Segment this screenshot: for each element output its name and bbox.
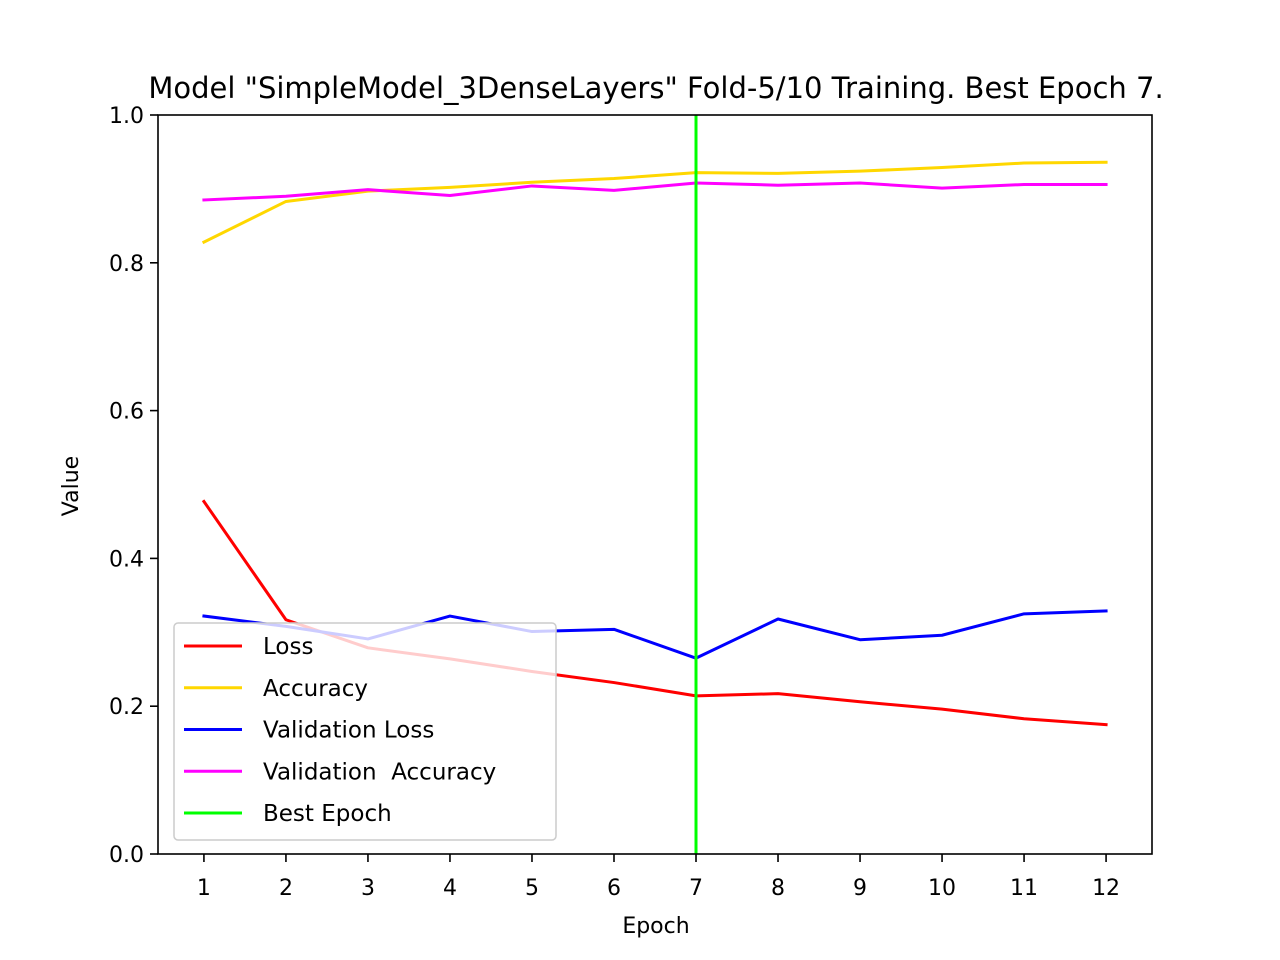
y-tick-label: 0.8 xyxy=(109,252,144,277)
x-tick-label: 4 xyxy=(443,876,457,901)
legend: Loss Accuracy Validation Loss Validation Ac… xyxy=(173,622,557,841)
y-tick-label: 0.6 xyxy=(109,400,144,425)
y-tick-label: 0.2 xyxy=(109,695,144,720)
y-tick-label: 0.0 xyxy=(109,843,144,868)
x-tick-label: 5 xyxy=(525,876,539,901)
x-tick-label: 8 xyxy=(771,876,785,901)
plot-frame xyxy=(157,114,1153,855)
y-axis: 0.0 0.2 0.4 0.6 0.8 1.0 xyxy=(109,104,158,868)
legend-label-2: Validation Loss xyxy=(263,718,434,744)
y-tick-label: 0.4 xyxy=(109,547,144,572)
legend-label-0: Loss xyxy=(263,634,313,660)
legend-label-1: Accuracy xyxy=(263,676,368,702)
x-tick-label: 9 xyxy=(853,876,867,901)
series-line-1 xyxy=(201,160,1108,245)
x-tick-label: 11 xyxy=(1010,876,1038,901)
x-tick-label: 7 xyxy=(689,876,703,901)
legend-label-4: Best Epoch xyxy=(263,801,392,827)
x-tick-label: 12 xyxy=(1092,876,1120,901)
x-tick-label: 2 xyxy=(279,876,293,901)
x-tick-label: 6 xyxy=(607,876,621,901)
x-tick-label: 1 xyxy=(197,876,211,901)
series-line-3 xyxy=(202,181,1108,202)
legend-box xyxy=(173,622,557,841)
legend-label-3: Validation Accuracy xyxy=(263,759,496,785)
chart-title: Model "SimpleModel_3DenseLayers" Fold-5/… xyxy=(148,71,1163,105)
y-tick-label: 1.0 xyxy=(109,104,144,129)
x-axis: 1 2 3 4 5 6 7 8 9 10 11 12 xyxy=(197,854,1120,901)
y-axis-label: Value xyxy=(59,456,84,516)
x-axis-label: Epoch xyxy=(622,914,689,939)
x-tick-label: 10 xyxy=(928,876,956,901)
x-tick-label: 3 xyxy=(361,876,375,901)
